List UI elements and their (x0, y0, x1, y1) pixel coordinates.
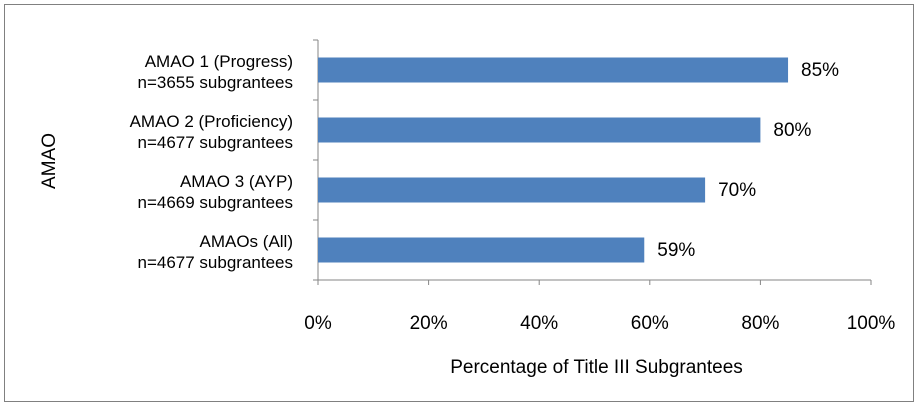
category-label: AMAO 2 (Proficiency) n=4677 subgrantees (130, 112, 293, 152)
bars (318, 58, 788, 263)
y-axis-ticks (313, 40, 318, 280)
category-label-line: n=3655 subgrantees (138, 73, 294, 92)
category-label: AMAOs (All) n=4677 subgrantees (138, 232, 294, 272)
x-tick-label: 0% (304, 313, 332, 334)
y-axis-title: AMAO (39, 133, 60, 189)
plot-area: 0% 20% 40% 60% 80% 100% AMAO 1 (Progress) n=36… (130, 40, 896, 334)
data-label: 70% (718, 180, 756, 201)
category-label-line: AMAO 3 (AYP) (180, 172, 293, 191)
category-labels: AMAO 1 (Progress) n=3655 subgranteesAMAO … (130, 52, 293, 272)
x-tick-label: 100% (847, 313, 896, 334)
category-label: AMAO 3 (AYP) n=4669 subgrantees (138, 172, 294, 212)
x-tick-label: 20% (410, 313, 448, 334)
category-label: AMAO 1 (Progress) n=3655 subgrantees (138, 52, 294, 92)
category-label-line: AMAO 2 (Proficiency) (130, 112, 293, 131)
x-axis-ticks: 0% 20% 40% 60% 80% 100% (304, 280, 895, 334)
category-label-line: AMAOs (All) (200, 232, 294, 251)
bar (318, 118, 760, 143)
bar (318, 238, 644, 263)
category-label-line: n=4677 subgrantees (138, 133, 294, 152)
bar (318, 178, 705, 203)
data-label: 85% (801, 60, 839, 81)
data-label: 80% (773, 120, 811, 141)
x-axis-title: Percentage of Title III Subgrantees (450, 357, 743, 378)
data-labels: 85% 80% 70% 59% (657, 60, 839, 261)
bar (318, 58, 788, 83)
x-tick-label: 60% (631, 313, 669, 334)
category-label-line: n=4669 subgrantees (138, 193, 294, 212)
category-label-line: n=4677 subgrantees (138, 253, 294, 272)
x-tick-label: 40% (520, 313, 558, 334)
category-label-line: AMAO 1 (Progress) (145, 52, 293, 71)
x-tick-label: 80% (741, 313, 779, 334)
data-label: 59% (657, 240, 695, 261)
